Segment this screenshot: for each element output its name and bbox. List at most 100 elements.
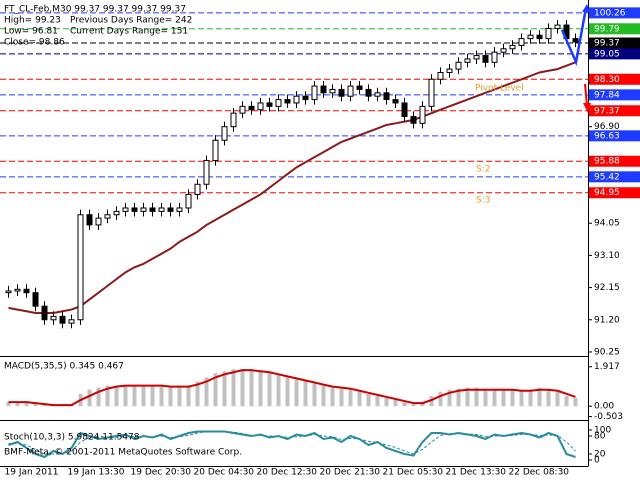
macd-bar (276, 375, 281, 407)
candle-body (401, 102, 408, 118)
macd-bar (411, 404, 416, 407)
macd-bar (546, 388, 551, 407)
macd-bar (141, 385, 146, 407)
candle-body (185, 193, 192, 209)
level-label: 97.84 (594, 90, 620, 100)
macd-bar (510, 389, 515, 407)
macd-bar (555, 391, 560, 407)
x-tick-label: 19 Jan 2011 (5, 468, 59, 478)
x-tick-label: 20 Dec 21:30 (320, 468, 381, 478)
level-box (589, 37, 640, 49)
y-tick-label: 20 (594, 450, 606, 460)
x-tick-label: 19 Jan 13:30 (68, 468, 125, 478)
info-text: Close= 98.86 (4, 38, 65, 48)
level-box (589, 48, 640, 60)
macd-bar (159, 386, 164, 407)
candle-body (248, 105, 255, 111)
candle-body (500, 48, 507, 53)
y-tick-label: 0 (594, 456, 600, 466)
level-label: 100.26 (594, 8, 626, 18)
macd-bar (177, 387, 182, 407)
candle-body (572, 38, 579, 43)
candle-body (329, 88, 336, 94)
candle-body (5, 290, 12, 294)
macd-bar (231, 369, 236, 407)
macd-bar (267, 373, 272, 407)
candle-body (437, 71, 444, 80)
x-tick-label: 21 Dec 05:30 (383, 468, 444, 478)
candle-body (419, 105, 426, 124)
macd-bar (96, 387, 101, 407)
macd-bar (465, 387, 470, 407)
macd-bar (438, 391, 443, 407)
candle-body (356, 85, 363, 90)
macd-bar (240, 369, 245, 407)
macd-bar (249, 370, 254, 407)
indicator-title: Stoch(10,3,3) 5.9824 11.5478 (4, 433, 140, 443)
x-tick-label: 20 Dec 12:30 (257, 468, 318, 478)
candle-body (491, 51, 498, 63)
candle-body (365, 88, 372, 97)
macd-bar (420, 402, 425, 407)
level-label: 99.05 (594, 49, 620, 59)
level-box (589, 89, 640, 101)
level-label: 99.79 (594, 24, 620, 34)
candle-body (212, 139, 219, 162)
macd-bar (312, 383, 317, 407)
macd-bar (150, 386, 155, 407)
arrow-signal (584, 83, 588, 107)
candle-body (428, 78, 435, 107)
candle-body (374, 92, 381, 97)
candle-body (149, 207, 156, 212)
candle-body (14, 288, 21, 292)
macd-bar (447, 389, 452, 407)
indicator-title: MACD(5,35,5) 0.345 0.467 (4, 362, 124, 372)
candle-body (347, 85, 354, 97)
candle-body (203, 160, 210, 185)
info-text: High= 99.23 (4, 16, 61, 26)
macd-bar (528, 389, 533, 407)
y-tick-label: 91.20 (594, 315, 620, 325)
macd-bar (186, 385, 191, 407)
candle-body (50, 315, 57, 321)
macd-bar (537, 387, 542, 407)
macd-bar (222, 371, 227, 407)
macd-bar (375, 395, 380, 407)
level-label: 94.95 (594, 188, 620, 198)
candle-body (383, 92, 390, 101)
macd-bar (258, 371, 263, 407)
candle-body (320, 85, 327, 94)
panel-frames (0, 0, 589, 467)
macd-bar (573, 397, 578, 407)
macd-bar (105, 385, 110, 407)
candle-body (455, 61, 462, 70)
plot-layer: 19 Jan 2011 19 Jan 13:30 19 Dec 20:30 20 De… (0, 7, 640, 478)
candle-body (158, 207, 165, 212)
candle-body (176, 207, 183, 212)
y-tick-label: 94.05 (594, 219, 620, 229)
level-label: 95.88 (594, 157, 620, 167)
candle-body (239, 105, 246, 114)
arrow-signal (560, 7, 588, 67)
y-tick-label: 0.00 (594, 402, 614, 412)
info-text: Previous Days Range= 242 (70, 16, 192, 26)
candle-body (464, 58, 471, 63)
candle-body (311, 85, 318, 101)
y-tick-label: 80 (594, 432, 606, 442)
candle-body (536, 34, 543, 40)
macd-bar (357, 391, 362, 407)
candle-body (23, 288, 30, 294)
y-tick-label: 92.15 (594, 283, 620, 293)
macd-bar (285, 377, 290, 407)
x-tick-label: 20 Dec 04:30 (194, 468, 255, 478)
candle-body (518, 38, 525, 46)
macd-bar (195, 381, 200, 407)
macd-bar (15, 402, 20, 407)
arrow-head (583, 103, 591, 113)
level-box (589, 130, 640, 142)
pivot-annotation: S:2 (476, 165, 490, 175)
indicator-line (8, 369, 576, 407)
macd-bar (303, 381, 308, 407)
arrow-head (582, 4, 590, 12)
macd-bar (123, 385, 128, 407)
